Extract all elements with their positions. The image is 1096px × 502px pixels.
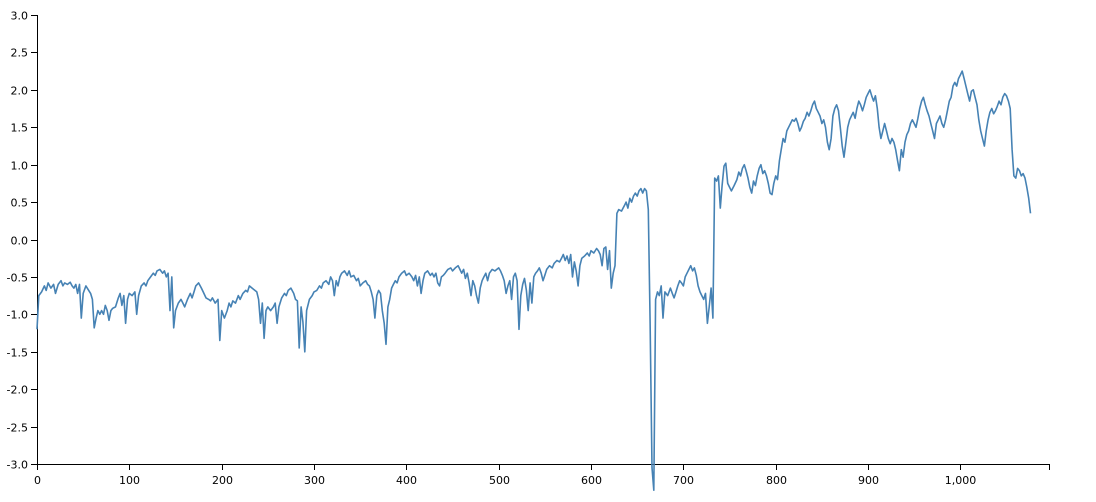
x-tick-label: 400 xyxy=(396,474,417,487)
x-tick-label: 200 xyxy=(212,474,233,487)
y-tick-label: 2.5 xyxy=(11,47,29,60)
x-tick-label: 900 xyxy=(858,474,879,487)
x-axis: 0 100 200 300 400 500 600 700 800 900 1,000 xyxy=(34,464,1050,487)
x-tick-label: 1,000 xyxy=(945,474,977,487)
plot-area xyxy=(36,70,1032,491)
x-tick-label: 100 xyxy=(119,474,140,487)
y-tick-label: 0.5 xyxy=(11,197,29,210)
y-tick-label: -3.0 xyxy=(7,459,28,472)
x-tick-label: 500 xyxy=(489,474,510,487)
y-tick-label: -1.0 xyxy=(7,309,28,322)
y-tick-label: 0.0 xyxy=(11,235,29,248)
x-tick-label: 0 xyxy=(34,474,41,487)
x-tick-label: 600 xyxy=(581,474,602,487)
y-tick-label: -2.0 xyxy=(7,384,28,397)
y-tick-label: 3.0 xyxy=(11,10,29,23)
x-tick-label: 800 xyxy=(766,474,787,487)
y-axis: 3.0 2.5 2.0 1.5 1.0 0.5 0.0 -0.5 -1.0 -1.5 -2.0 -2.… xyxy=(7,10,38,472)
y-tick-label: 1.0 xyxy=(11,160,29,173)
y-tick-label: 2.0 xyxy=(11,85,29,98)
y-tick-label: 1.5 xyxy=(11,122,29,135)
y-tick-label: -2.5 xyxy=(7,422,28,435)
y-tick-label: -0.5 xyxy=(7,272,28,285)
x-tick-label: 700 xyxy=(673,474,694,487)
y-tick-label: -1.5 xyxy=(7,347,28,360)
series-line xyxy=(36,70,1032,491)
x-tick-label: 300 xyxy=(304,474,325,487)
